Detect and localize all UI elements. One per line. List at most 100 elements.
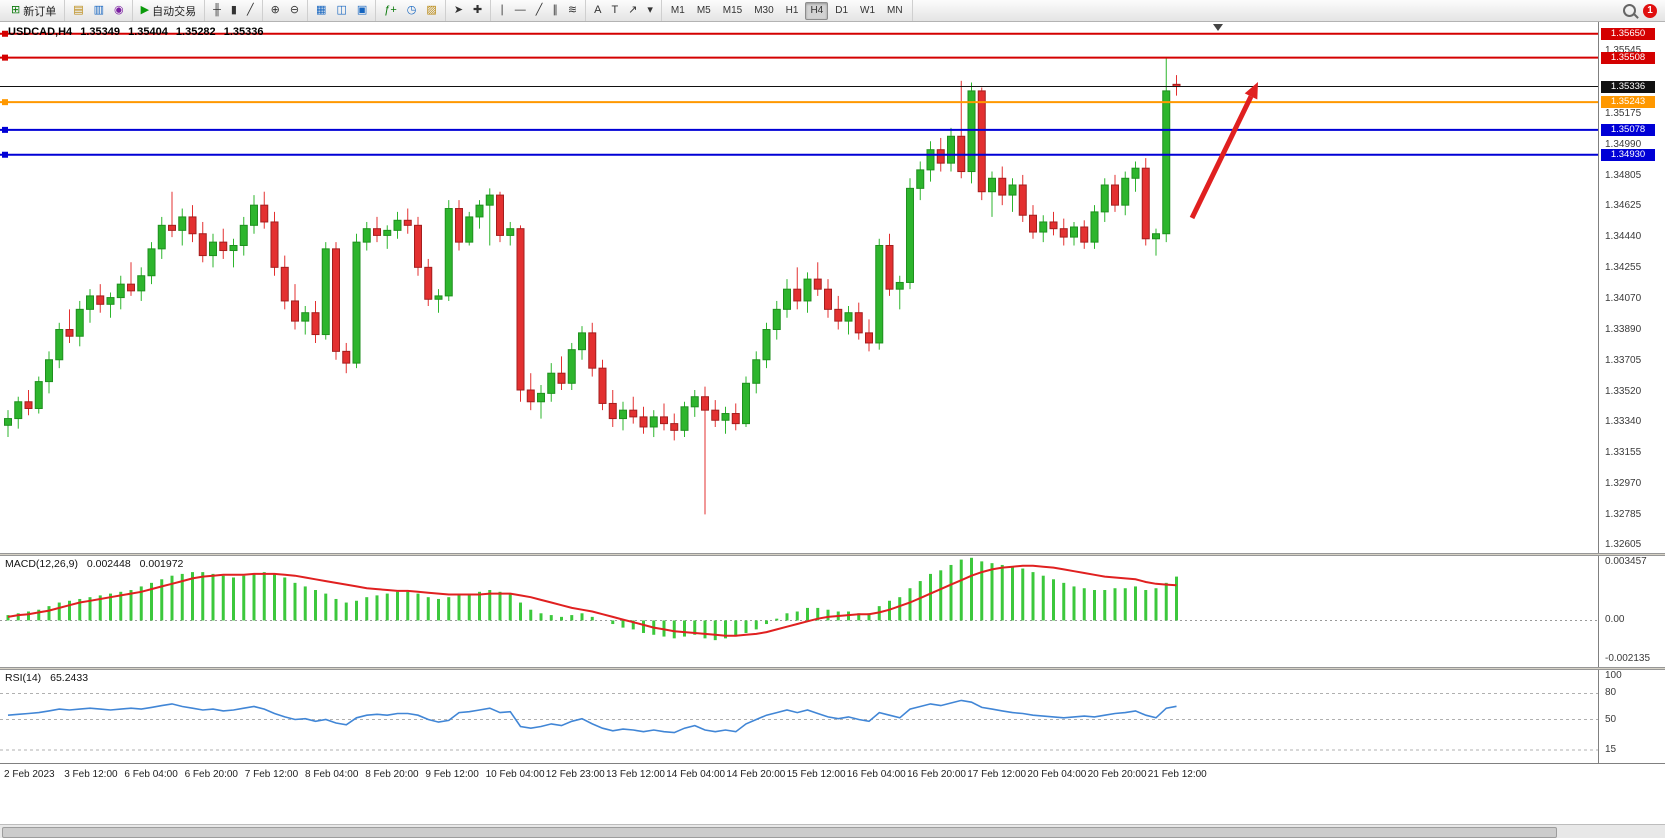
data-window-icon: ▥ [93,4,105,16]
time-axis-label: 14 Feb 04:00 [666,769,726,780]
timeframe-h1-button[interactable]: H1 [781,2,804,20]
horizontal-lines-layer[interactable] [0,30,1598,158]
horizontal-line-button[interactable]: ― [511,2,530,20]
panel-separator-rsi[interactable] [0,667,1665,670]
price-tick-label: 1.34625 [1605,200,1642,211]
trend-line-icon: ╱ [535,4,543,16]
trend-line-button[interactable]: ╱ [532,2,547,20]
ohlc-open: 1.35349 [80,26,121,38]
time-axis-label: 14 Feb 20:00 [726,769,786,780]
ohlc-low: 1.35282 [175,26,216,38]
chart-bars-icon: ╫ [213,4,221,16]
cursor-button[interactable]: ➤ [450,2,467,20]
templates-button[interactable]: ▨ [422,2,440,20]
macd-signal-line [7,564,1177,637]
toolbar-button-groups: ⊞ 新订单 ▤ ▥ ◉ ▶ 自动交易 ╫ ▮ ╱ ⊕ ⊖ ▦ ◫ ▣ ƒ+ ◷ ▨ ➤ ✚ ∣ ― ╱ ∥ ≋ A T ↗ ▾ M1 M5 M… [3,0,913,21]
macd-panel[interactable]: MACD(12,26,9) 0.002448 0.001972 [0,556,1598,667]
autotrading-icon: ▶ [140,4,150,16]
vertical-line-icon: ∣ [499,4,505,16]
fibonacci-button[interactable]: ≋ [564,2,581,20]
new-order-label: 新订单 [23,5,57,18]
chart-bars-button[interactable]: ╫ [209,2,225,20]
text-icon: A [594,4,602,16]
search-icon[interactable] [1623,4,1636,17]
price-tag: 1.35336 [1601,80,1655,93]
charts-profile-button[interactable]: ▤ [69,2,87,20]
trend-arrow-annotation[interactable] [1189,82,1258,220]
time-axis-label: 17 Feb 12:00 [967,769,1027,780]
toolbar-group: ▤ ▥ ◉ [65,0,133,21]
price-tick-label: 1.33155 [1605,447,1642,459]
toolbar-group: ⊞ 新订单 [3,0,66,21]
new-order-button[interactable]: ⊞ 新订单 [7,2,60,20]
scrollbar-thumb[interactable] [2,827,1557,838]
vertical-line-button[interactable]: ∣ [495,2,509,20]
charts-profile-icon: ▤ [73,4,84,16]
rsi-panel[interactable]: RSI(14) 65.2433 [0,670,1598,763]
price-chart-panel[interactable]: USDCAD,H4 1.35349 1.35404 1.35282 1.3533… [0,22,1598,553]
rsi-value: 65.2433 [50,672,89,684]
rsi-line [7,699,1177,734]
rsi-axis: 100 80 50 15 [1598,670,1665,763]
price-tag: 1.34930 [1601,148,1655,161]
chart-candles-button[interactable]: ▮ [227,2,241,20]
arrows-tool-button[interactable]: ↗ [624,2,641,20]
time-axis-label: 10 Feb 04:00 [485,769,545,780]
auto-arrange-icon: ◫ [336,4,347,16]
macd-histogram [6,557,1178,641]
time-axis-label: 20 Feb 20:00 [1087,769,1147,780]
macd-svg [0,557,1598,641]
macd-name: MACD(12,26,9) [5,558,78,570]
timeframe-m30-button[interactable]: M30 [749,2,778,20]
tile-windows-icon: ▦ [316,4,327,16]
time-axis-label: 3 Feb 12:00 [64,769,118,780]
timeframe-m1-button[interactable]: M1 [666,2,690,20]
horizontal-scrollbar[interactable] [0,824,1665,838]
time-axis-label: 7 Feb 12:00 [244,769,299,780]
toolbar-group: ▶ 自动交易 [133,0,206,21]
crosshair-icon: ✚ [473,4,483,16]
timeframe-m5-button[interactable]: M5 [692,2,716,20]
periods-button[interactable]: ◷ [403,2,421,20]
panel-separator-macd[interactable] [0,553,1665,556]
price-tag: 1.35243 [1601,96,1655,109]
align-grid-button[interactable]: ▣ [353,2,371,20]
time-axis-label: 6 Feb 20:00 [184,769,238,780]
macd-tick-label: 0.00 [1605,614,1625,626]
auto-arrange-button[interactable]: ◫ [332,2,350,20]
macd-tick-label: 0.003457 [1605,556,1647,567]
price-axis: 1.35545 1.35175 1.34990 1.34805 1.34625 1.344… [1598,22,1665,553]
price-tick-label: 1.33890 [1605,323,1642,335]
price-tag: 1.35078 [1601,123,1655,136]
timeframe-mn-button[interactable]: MN [882,2,908,20]
chart-line-button[interactable]: ╱ [243,2,258,20]
templates-icon: ▨ [426,4,437,16]
timeframe-m15-button[interactable]: M15 [718,2,747,20]
timeframe-d1-button[interactable]: D1 [830,2,853,20]
equidistant-channel-button[interactable]: ∥ [548,2,562,20]
autotrading-button[interactable]: ▶ 自动交易 [137,2,200,20]
chart-line-icon: ╱ [246,4,254,16]
navigator-button[interactable]: ◉ [110,2,128,20]
price-chart-svg [0,24,1598,515]
crosshair-button[interactable]: ✚ [469,2,486,20]
data-window-button[interactable]: ▥ [90,2,108,20]
timeframe-w1-button[interactable]: W1 [855,2,880,20]
zoom-out-button[interactable]: ⊖ [286,2,303,20]
zoom-in-button[interactable]: ⊕ [267,2,284,20]
horizontal-line-icon: ― [514,4,526,16]
macd-axis: 0.003457 0.00 -0.002135 [1598,556,1665,667]
toolbar-right: 1 [1623,3,1662,18]
price-tick-label: 1.34070 [1605,293,1642,305]
price-tick-label: 1.34440 [1605,231,1642,243]
text-button[interactable]: A [590,2,605,20]
timeframe-h4-button[interactable]: H4 [805,1,829,20]
text-label-button[interactable]: T [607,2,622,20]
macd-value-signal: 0.001972 [139,558,184,570]
new-order-icon: ⊞ [11,4,21,16]
tile-windows-button[interactable]: ▦ [312,2,330,20]
notification-badge[interactable]: 1 [1643,3,1657,18]
arrows-dropdown-button[interactable]: ▾ [643,2,657,20]
time-axis-label: 8 Feb 20:00 [365,769,419,780]
indicators-button[interactable]: ƒ+ [380,2,401,20]
